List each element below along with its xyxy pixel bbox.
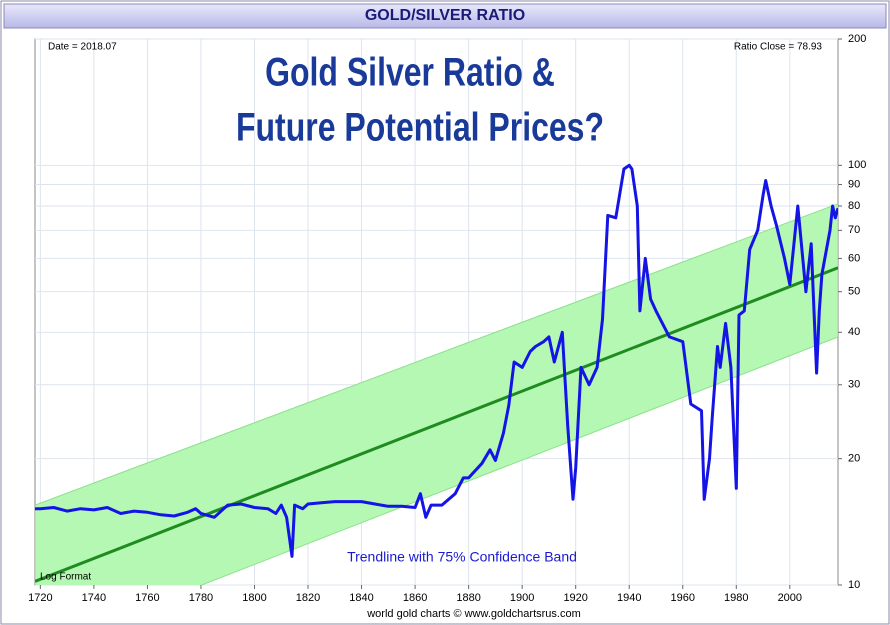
band-label: Trendline with 75% Confidence Band [347,549,577,565]
ratio-line [35,163,838,558]
x-tick-label: 1800 [242,592,266,604]
y-tick-label: 40 [848,326,860,338]
confidence-band [35,203,838,585]
x-tick-label: 1840 [349,592,373,604]
x-tick-label: 1720 [28,592,52,604]
x-tick-label: 1900 [510,592,534,604]
x-tick-label: 1960 [671,592,695,604]
y-tick-label: 20 [848,453,860,465]
x-tick-label: 1860 [403,592,427,604]
x-tick-label: 1760 [135,592,159,604]
y-tick-label: 30 [848,379,860,391]
x-tick-label: 1940 [617,592,641,604]
x-tick-label: 1740 [82,592,106,604]
y-tick-label: 200 [848,33,866,45]
x-tick-label: 1920 [563,592,587,604]
y-tick-label: 80 [848,200,860,212]
x-tick-label: 1980 [724,592,748,604]
x-tick-label: 1780 [189,592,213,604]
y-tick-label: 10 [848,579,860,591]
x-tick-label: 1820 [296,592,320,604]
y-tick-label: 70 [848,224,860,236]
date-label: Date = 2018.07 [48,42,117,53]
y-tick-label: 60 [848,252,860,264]
scale-label: Log Format [40,572,91,583]
close-label: Ratio Close = 78.93 [734,42,823,53]
headline: Future Potential Prices? [236,104,604,149]
y-tick-label: 90 [848,178,860,190]
y-tick-label: 100 [848,159,866,171]
title-bar [3,3,887,29]
trend-line [35,266,838,583]
footer: world gold charts © www.goldchartsrus.co… [366,608,581,620]
chart-title: GOLD/SILVER RATIO [365,7,525,24]
x-tick-label: 1880 [456,592,480,604]
headline: Gold Silver Ratio & [265,49,555,94]
x-tick-label: 2000 [778,592,802,604]
y-tick-label: 50 [848,286,860,298]
